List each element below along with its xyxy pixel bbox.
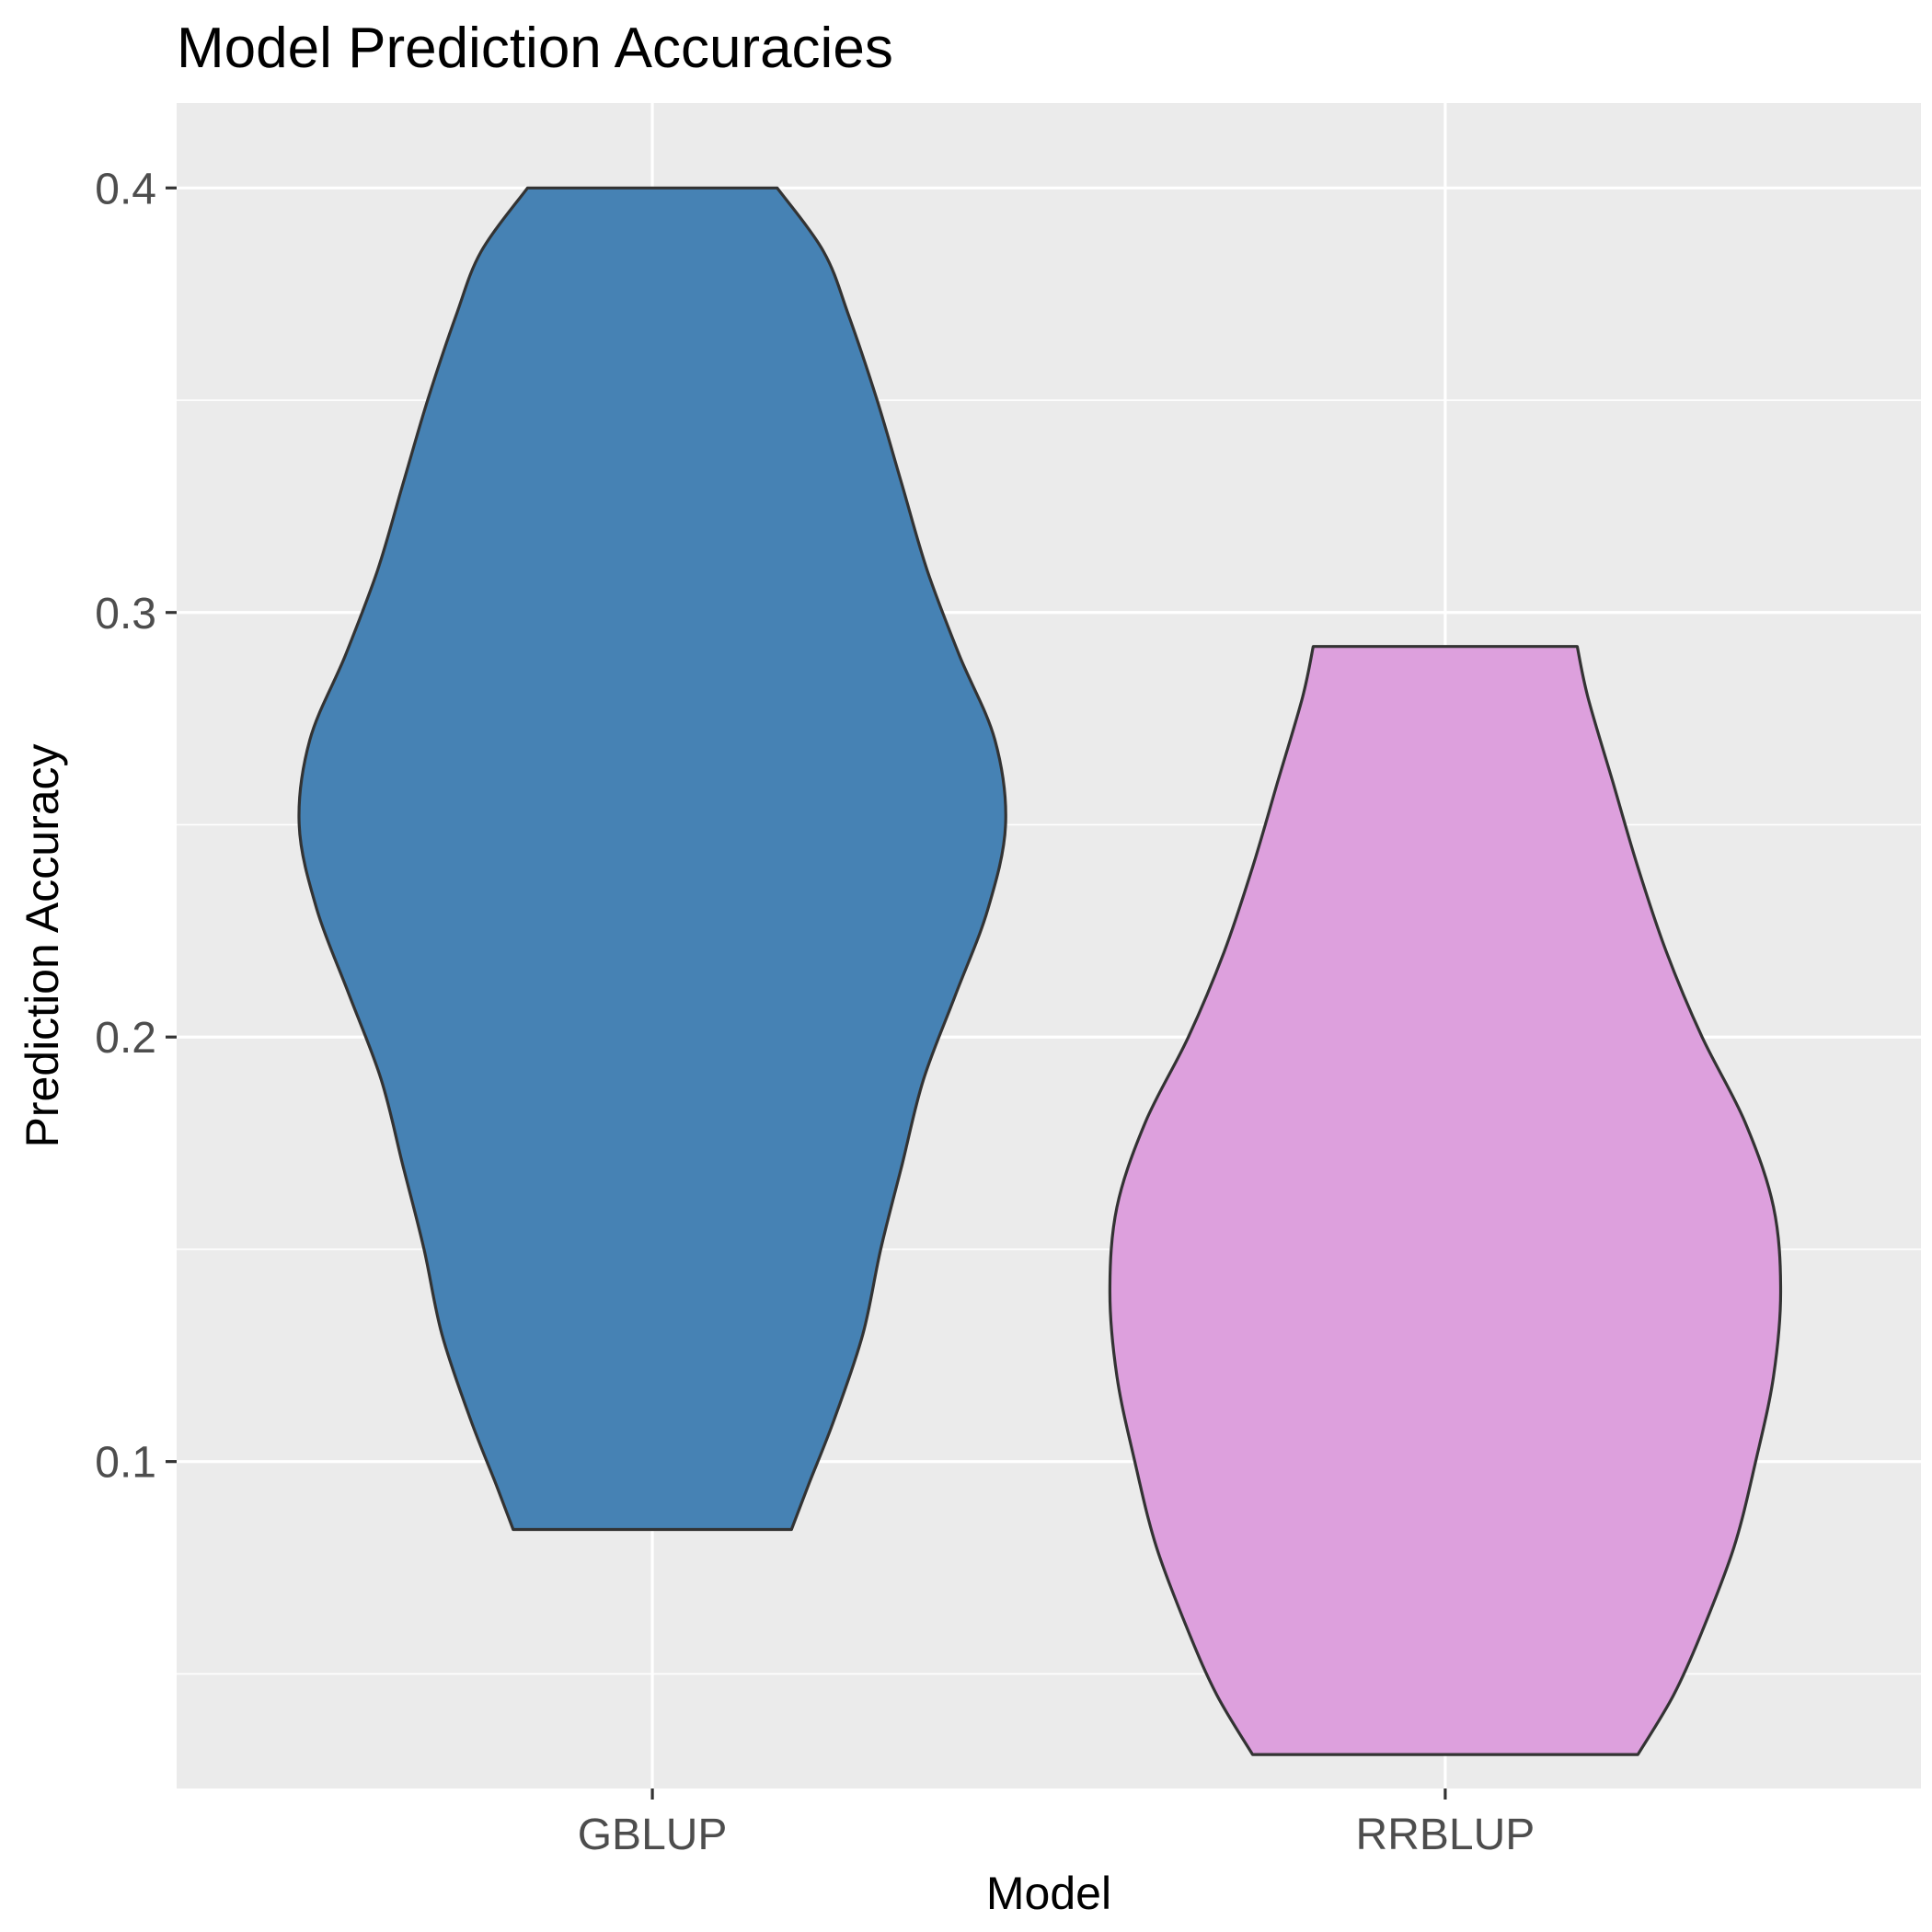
- y-tick-label: 0.3: [95, 590, 156, 638]
- x-axis-title: Model: [986, 1868, 1111, 1919]
- violin-gblup: [297, 186, 1007, 1532]
- y-axis-title: Prediction Accuracy: [17, 743, 68, 1147]
- x-axis: GBLUP RRBLUP: [578, 1788, 1535, 1859]
- violin-rrblup: [1108, 645, 1783, 1756]
- y-tick-label: 0.4: [95, 165, 156, 213]
- x-tick-label: RRBLUP: [1356, 1811, 1535, 1859]
- chart-title: Model Prediction Accuracies: [177, 17, 893, 80]
- y-tick-label: 0.1: [95, 1439, 156, 1488]
- violins: [297, 186, 1783, 1756]
- x-tick-label: GBLUP: [578, 1811, 728, 1859]
- y-tick-label: 0.2: [95, 1014, 156, 1063]
- y-axis: 0.1 0.2 0.3 0.4: [95, 165, 177, 1488]
